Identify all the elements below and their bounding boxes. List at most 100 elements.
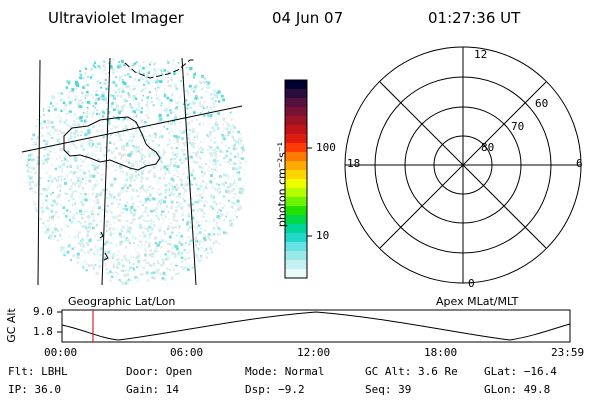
- uv-pixel: [119, 166, 123, 170]
- uv-pixel: [199, 182, 203, 186]
- uv-pixel: [130, 221, 133, 225]
- meridian-line: [181, 57, 197, 286]
- uv-pixel: [203, 204, 206, 207]
- uv-pixel: [86, 109, 88, 111]
- uv-pixel: [121, 105, 124, 108]
- uv-pixel: [157, 120, 160, 124]
- uv-pixel: [58, 157, 61, 159]
- uv-pixel: [108, 62, 111, 65]
- uv-pixel: [93, 230, 96, 233]
- uv-pixel: [85, 211, 87, 213]
- uv-pixel: [186, 136, 190, 140]
- uv-pixel: [163, 271, 165, 273]
- uv-pixel: [156, 211, 158, 214]
- uv-pixel: [175, 206, 177, 208]
- uv-pixel: [152, 271, 156, 274]
- uv-pixel: [196, 200, 200, 204]
- uv-pixel: [98, 206, 101, 210]
- uv-pixel: [158, 231, 161, 233]
- uv-pixel: [199, 244, 201, 246]
- uv-pixel: [203, 148, 205, 150]
- uv-pixel: [42, 161, 46, 165]
- uv-pixel: [122, 90, 125, 93]
- uv-pixel: [127, 278, 130, 281]
- uv-pixel: [42, 222, 44, 224]
- timeline-xtick-label: 18:00: [424, 346, 458, 359]
- uv-pixel: [59, 120, 62, 123]
- uv-pixel: [42, 225, 46, 229]
- uv-pixel: [238, 203, 241, 207]
- uv-pixel: [233, 126, 236, 129]
- uv-pixel: [63, 254, 66, 257]
- uv-pixel: [142, 61, 145, 64]
- uv-pixel: [211, 126, 214, 129]
- uv-pixel: [92, 113, 94, 116]
- uv-pixel: [111, 186, 114, 189]
- uv-pixel: [110, 275, 112, 277]
- uv-pixel: [143, 127, 146, 130]
- uv-pixel: [198, 240, 202, 243]
- uv-pixel: [157, 274, 159, 276]
- uv-pixel: [94, 102, 97, 105]
- uv-pixel: [46, 161, 49, 164]
- uv-pixel: [151, 232, 153, 234]
- uv-pixel: [215, 118, 218, 120]
- uv-pixel: [236, 199, 240, 203]
- uv-pixel: [110, 183, 114, 187]
- uv-pixel: [170, 189, 174, 193]
- uv-pixel: [80, 248, 84, 252]
- uv-pixel: [185, 267, 189, 271]
- uv-pixel: [132, 262, 135, 266]
- uv-pixel: [75, 182, 78, 184]
- uv-pixel: [193, 146, 196, 149]
- uv-pixel: [210, 196, 214, 200]
- uv-pixel: [106, 108, 108, 111]
- uv-pixel: [117, 89, 119, 91]
- uv-pixel: [216, 159, 219, 162]
- uv-pixel: [82, 267, 85, 269]
- uv-pixel: [109, 193, 113, 197]
- uv-pixel: [69, 204, 72, 207]
- uv-pixel: [180, 80, 182, 82]
- uv-pixel: [116, 199, 118, 201]
- uv-pixel: [117, 250, 120, 253]
- uv-pixel: [59, 234, 62, 238]
- uv-pixel: [88, 179, 92, 183]
- uv-pixel: [201, 171, 203, 173]
- uv-pixel: [47, 230, 50, 233]
- uv-pixel: [174, 143, 176, 145]
- uv-pixel: [172, 269, 175, 272]
- uv-pixel: [124, 219, 127, 222]
- uv-pixel: [166, 127, 169, 131]
- uv-pixel: [182, 103, 185, 105]
- uv-pixel: [29, 176, 33, 180]
- uv-pixel: [111, 243, 114, 246]
- uv-pixel: [164, 214, 166, 216]
- uv-pixel: [116, 165, 118, 168]
- uv-pixel: [62, 101, 66, 105]
- uv-pixel: [110, 197, 112, 199]
- uv-pixel: [86, 79, 88, 82]
- uv-pixel: [194, 71, 196, 73]
- uv-pixel: [178, 192, 181, 196]
- uv-pixel: [87, 244, 89, 247]
- uv-pixel: [88, 170, 91, 173]
- uv-pixel: [233, 145, 236, 148]
- uv-pixel: [225, 169, 227, 171]
- uv-pixel: [60, 246, 64, 250]
- uv-pixel: [150, 127, 153, 130]
- uv-pixel: [188, 249, 191, 252]
- uv-pixel: [168, 191, 170, 194]
- uv-pixel: [102, 64, 106, 68]
- uv-pixel: [121, 88, 124, 92]
- uv-pixel: [161, 102, 163, 104]
- uv-pixel: [26, 169, 30, 173]
- uv-pixel: [103, 242, 107, 246]
- uv-pixel: [63, 246, 65, 248]
- uv-pixel: [136, 189, 139, 192]
- uv-pixel: [197, 221, 200, 224]
- uv-pixel: [151, 140, 154, 143]
- uv-pixel: [125, 190, 128, 193]
- uv-pixel: [207, 237, 211, 240]
- uv-pixel: [199, 208, 202, 210]
